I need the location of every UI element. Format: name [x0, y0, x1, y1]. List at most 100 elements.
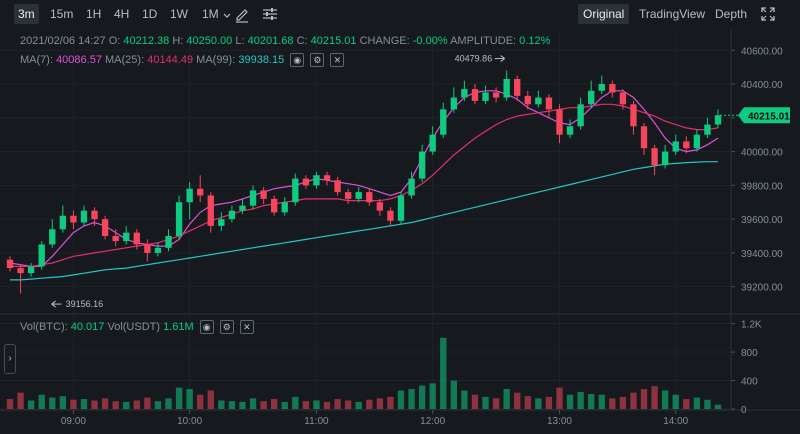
low-value: 40201.68: [247, 35, 294, 47]
candle-body: [91, 210, 98, 220]
gear-icon[interactable]: ⚙: [219, 320, 234, 334]
volume-bar: [450, 380, 457, 409]
candle-body: [651, 148, 658, 166]
price-tick-label: 40000.00: [741, 148, 783, 159]
view-depth[interactable]: Depth: [715, 7, 748, 21]
volume-bar: [281, 401, 288, 409]
candle-body: [154, 247, 162, 253]
volume-bar: [609, 398, 616, 409]
volume-bar: [313, 400, 320, 409]
volume-bar: [366, 399, 373, 409]
volume-bar: [693, 397, 701, 409]
volume-tick-label: 400: [741, 377, 758, 388]
price-tick-label: 40600.00: [741, 46, 783, 57]
timeframe-1h[interactable]: 1H: [86, 7, 102, 21]
candle-body: [271, 198, 278, 213]
volume-bar: [218, 400, 225, 409]
candle-body: [704, 124, 711, 135]
candle-body: [471, 89, 479, 101]
candle-body: [281, 202, 288, 213]
volume-legend: Vol(BTC): 40.017 Vol(USDT) 1.61M ◉ ⚙ ✕: [20, 320, 254, 334]
timeframe-4h[interactable]: 4H: [114, 7, 130, 21]
panel-toggle-handle[interactable]: ›: [4, 344, 16, 374]
volume-bar: [112, 401, 119, 409]
eye-icon[interactable]: ◉: [290, 53, 305, 67]
last-price-tag: [738, 107, 790, 124]
candle-body: [440, 109, 447, 135]
volume-bar: [197, 394, 204, 409]
volume-bar: [133, 400, 140, 409]
candle-body: [80, 210, 88, 223]
vol-usdt-label: Vol(USDT): [107, 320, 161, 333]
candle-body: [524, 95, 531, 105]
last-price-label: 40215.01: [748, 111, 790, 122]
candle-body: [133, 232, 140, 245]
volume-bar: [672, 394, 679, 409]
candle-body: [450, 97, 457, 110]
time-tick-label: 10:00: [177, 416, 202, 427]
volume-bar: [661, 390, 669, 409]
time-axis: 09:00 10:00 11:00 12:00 13:00 14:00: [61, 410, 689, 427]
volume-bar: [429, 383, 436, 409]
volume-bar: [292, 396, 299, 409]
candle-body: [588, 90, 595, 105]
timeframe-3m[interactable]: 3m: [14, 4, 39, 24]
volume-bar: [714, 404, 722, 409]
settings-sliders-icon[interactable]: [260, 4, 280, 24]
low-annotation-arrowhead: [51, 300, 56, 308]
candle-body: [70, 215, 77, 223]
volume-bar: [640, 389, 648, 409]
high-price-annotation: 40479.86: [455, 54, 493, 64]
volume-bar: [471, 394, 479, 409]
candle-body: [661, 151, 669, 166]
ohlc-legend: 2021/02/06 14:27 O: 40212.38 H: 40250.00…: [20, 35, 550, 47]
candle-body: [355, 192, 362, 199]
amplitude-value: 0.12%: [519, 35, 551, 47]
gear-icon[interactable]: ⚙: [310, 53, 325, 67]
timeframe-toolbar: 3m 15m 1H 4H 1D 1W 1M Original TradingVi…: [0, 0, 800, 28]
candle-body: [566, 126, 574, 135]
close-icon[interactable]: ✕: [330, 53, 345, 67]
volume-tick-label: 800: [741, 348, 758, 359]
volume-bar: [38, 394, 45, 409]
fullscreen-icon[interactable]: [758, 4, 778, 24]
candle-body: [323, 175, 331, 181]
volume-bar: [619, 396, 627, 409]
candle-body: [239, 205, 246, 211]
candle-body: [123, 232, 130, 242]
close-icon[interactable]: ✕: [239, 320, 254, 334]
timeframe-1w[interactable]: 1W: [170, 7, 188, 21]
close-value: 40215.01: [310, 35, 357, 47]
chevron-down-icon[interactable]: [220, 4, 240, 24]
time-tick-label: 09:00: [61, 416, 86, 427]
volume-bar: [175, 387, 183, 409]
candle-body: [207, 195, 214, 226]
view-tradingview[interactable]: TradingView: [639, 7, 706, 21]
pencil-icon[interactable]: [232, 4, 252, 24]
candle-body: [683, 141, 690, 149]
volume-bar: [704, 399, 711, 409]
volume-bar: [524, 396, 531, 409]
candle-body: [556, 109, 563, 135]
candle-body: [228, 210, 236, 220]
candle-body: [672, 141, 679, 152]
ma99-value: 39938.15: [238, 53, 285, 66]
volume-bar: [408, 389, 415, 409]
ohlc-datetime: 2021/02/06 14:27: [20, 35, 106, 47]
price-axis: 40600.0040400.0040200.0040000.0039800.00…: [731, 46, 783, 294]
volume-bar: [440, 337, 447, 409]
high-label: H:: [172, 35, 184, 47]
view-original[interactable]: Original: [578, 4, 630, 24]
timeframe-1d[interactable]: 1D: [142, 7, 158, 21]
candle-body: [218, 219, 225, 226]
ma-line-ma25: [10, 103, 719, 267]
eye-icon[interactable]: ◉: [199, 320, 214, 334]
timeframe-1m[interactable]: 1M: [202, 7, 219, 21]
ma99-label: MA(99):: [196, 53, 236, 66]
candlestick-series: [6, 70, 722, 294]
candle-body: [334, 180, 341, 193]
timeframe-15m[interactable]: 15m: [50, 7, 74, 21]
candle-body: [27, 266, 35, 274]
ma7-label: MA(7):: [20, 53, 53, 66]
